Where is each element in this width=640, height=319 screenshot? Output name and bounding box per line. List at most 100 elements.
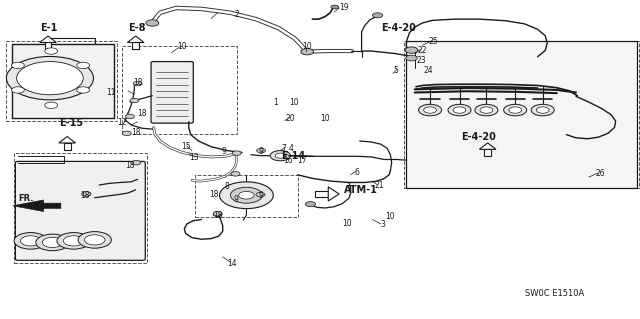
Circle shape (132, 160, 141, 165)
Polygon shape (484, 149, 491, 156)
Circle shape (12, 87, 24, 93)
Text: 25: 25 (428, 37, 438, 46)
Circle shape (232, 151, 241, 155)
Text: 18: 18 (125, 161, 134, 170)
Circle shape (57, 233, 90, 249)
Text: 14: 14 (227, 259, 237, 268)
FancyBboxPatch shape (15, 161, 145, 260)
Circle shape (448, 104, 471, 116)
Circle shape (305, 202, 316, 207)
FancyBboxPatch shape (406, 41, 637, 188)
Circle shape (301, 48, 314, 55)
Text: 4: 4 (289, 144, 294, 153)
Text: 9: 9 (259, 191, 264, 200)
Text: E-14: E-14 (282, 151, 306, 161)
Circle shape (77, 87, 90, 93)
Circle shape (257, 148, 266, 153)
Polygon shape (13, 200, 61, 211)
Text: 19: 19 (339, 3, 349, 11)
Text: 10: 10 (289, 98, 300, 107)
Text: 12: 12 (117, 118, 126, 127)
Polygon shape (40, 36, 56, 42)
Text: E-4-20: E-4-20 (461, 132, 495, 142)
Text: 18: 18 (81, 191, 90, 200)
Circle shape (63, 236, 84, 246)
Text: 22: 22 (418, 46, 427, 55)
Text: 1: 1 (273, 98, 278, 107)
Circle shape (82, 192, 91, 196)
Text: 7: 7 (281, 144, 286, 153)
FancyBboxPatch shape (151, 62, 193, 123)
Text: 26: 26 (595, 169, 605, 178)
Text: E-4-20: E-4-20 (381, 24, 415, 33)
Text: 9: 9 (258, 147, 263, 156)
Text: 18: 18 (138, 109, 147, 118)
Circle shape (17, 62, 83, 95)
Circle shape (130, 98, 139, 103)
Polygon shape (12, 44, 114, 118)
Text: 18: 18 (134, 78, 143, 87)
Circle shape (12, 62, 24, 69)
Circle shape (531, 104, 554, 116)
Circle shape (45, 48, 58, 54)
Text: 18: 18 (132, 128, 141, 137)
Circle shape (424, 107, 436, 113)
Text: 5: 5 (393, 66, 398, 75)
Circle shape (331, 5, 339, 9)
Text: 20: 20 (285, 114, 295, 122)
Circle shape (480, 107, 493, 113)
Circle shape (230, 187, 262, 203)
Polygon shape (479, 143, 496, 149)
Polygon shape (64, 143, 70, 150)
Circle shape (256, 192, 265, 197)
Circle shape (125, 114, 134, 119)
Circle shape (14, 233, 47, 249)
Circle shape (275, 153, 285, 158)
Polygon shape (315, 191, 329, 197)
Circle shape (133, 81, 142, 86)
Text: 9: 9 (233, 195, 238, 204)
Text: 10: 10 (320, 114, 330, 122)
Circle shape (220, 182, 273, 209)
Circle shape (372, 13, 383, 18)
Text: 8: 8 (225, 182, 230, 191)
Polygon shape (127, 36, 144, 42)
Text: ATM-1: ATM-1 (344, 185, 378, 195)
Circle shape (36, 234, 69, 251)
Text: 2: 2 (234, 10, 239, 19)
Text: 10: 10 (342, 219, 352, 228)
Text: FR.: FR. (18, 194, 33, 203)
Circle shape (405, 47, 418, 53)
Circle shape (82, 192, 91, 196)
Text: 3: 3 (380, 220, 385, 229)
Circle shape (406, 55, 417, 61)
Text: 10: 10 (302, 42, 312, 51)
Text: 10: 10 (177, 42, 188, 51)
Circle shape (504, 104, 527, 116)
Circle shape (213, 211, 222, 216)
Text: 23: 23 (416, 56, 426, 65)
Text: E-15: E-15 (59, 118, 83, 128)
Circle shape (453, 107, 466, 113)
Polygon shape (132, 42, 139, 49)
Circle shape (419, 104, 442, 116)
Text: 16: 16 (283, 156, 293, 165)
Circle shape (20, 236, 41, 246)
Text: 6: 6 (355, 168, 360, 177)
Text: 18: 18 (210, 190, 219, 199)
Text: 11: 11 (106, 88, 115, 97)
Text: 13: 13 (189, 153, 199, 162)
Text: 10: 10 (385, 212, 396, 221)
Circle shape (84, 235, 105, 245)
Circle shape (77, 62, 90, 69)
Text: E-8: E-8 (128, 24, 145, 33)
Circle shape (122, 131, 131, 136)
Circle shape (42, 237, 63, 248)
Text: 24: 24 (424, 66, 434, 75)
Circle shape (78, 232, 111, 248)
Text: SW0C E1510A: SW0C E1510A (525, 289, 584, 298)
Circle shape (509, 107, 522, 113)
Text: 15: 15 (180, 142, 191, 151)
Circle shape (239, 191, 254, 199)
Text: 9: 9 (221, 147, 227, 156)
